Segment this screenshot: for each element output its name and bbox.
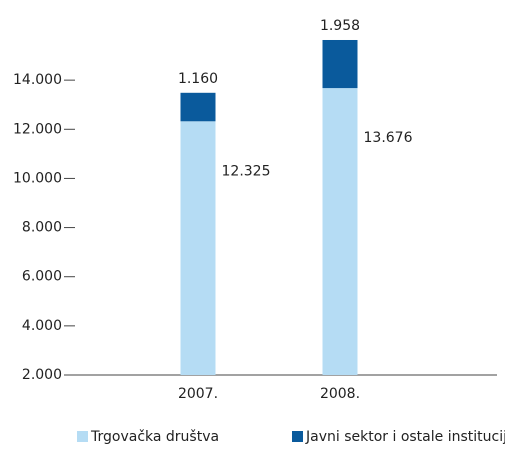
- legend-label: Javni sektor i ostale institucije: [305, 429, 505, 445]
- y-tick-label: 2.000: [22, 367, 62, 383]
- x-tick-label: 2008.: [320, 386, 360, 402]
- value-label: 1.160: [178, 71, 218, 87]
- y-tick-label: 14.000: [13, 72, 62, 88]
- bar-segment: [322, 39, 358, 89]
- value-label: 1.958: [320, 18, 360, 34]
- y-tick-label: 6.000: [22, 269, 62, 285]
- value-label: 13.676: [364, 130, 413, 146]
- y-tick-label: 10.000: [13, 170, 62, 186]
- legend-swatch: [77, 431, 88, 442]
- legend-label: Trgovačka društva: [90, 429, 219, 445]
- y-tick-label: 4.000: [22, 318, 62, 334]
- bar-segment: [322, 88, 358, 375]
- bar-segment: [180, 92, 216, 122]
- value-label: 12.325: [222, 163, 271, 179]
- bar-segment: [180, 121, 216, 375]
- y-tick-label: 8.000: [22, 220, 62, 236]
- y-tick-label: 12.000: [13, 121, 62, 137]
- x-tick-label: 2007.: [178, 386, 218, 402]
- legend-swatch: [292, 431, 303, 442]
